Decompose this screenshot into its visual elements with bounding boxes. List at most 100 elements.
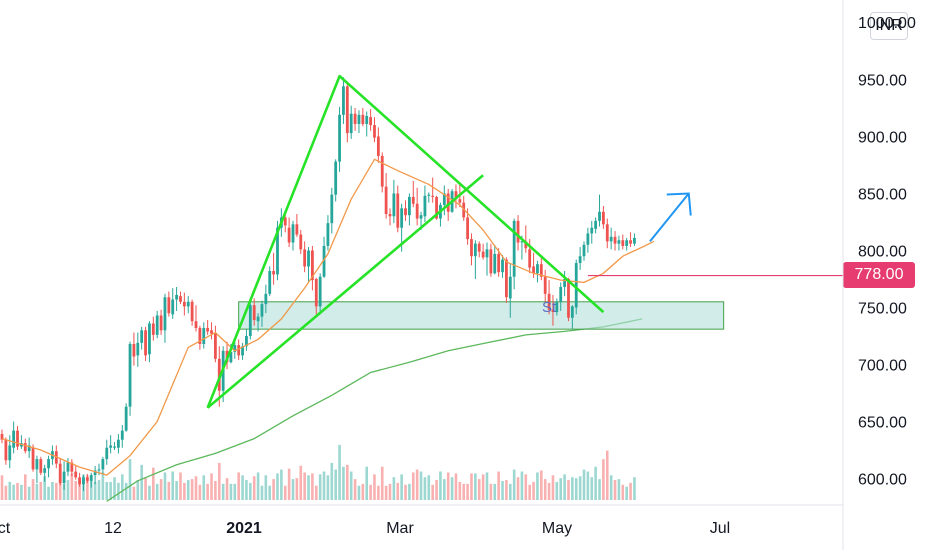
candle-body <box>578 256 582 264</box>
candle-body <box>248 305 252 336</box>
volume-bar <box>144 478 147 500</box>
candle-body <box>392 193 396 217</box>
volume-bar <box>113 477 116 500</box>
volume-bar <box>20 484 23 500</box>
volume-bar <box>540 470 543 500</box>
candlesticks <box>0 77 636 492</box>
candle-body <box>105 447 109 460</box>
candle-body <box>326 223 330 246</box>
volume-bar <box>411 472 415 500</box>
candle-body <box>330 194 334 224</box>
volume-bar <box>206 483 209 500</box>
candle-body <box>559 286 563 302</box>
volume-bar <box>365 466 369 500</box>
candle-body <box>493 253 497 274</box>
volume-bar <box>330 462 334 500</box>
candle-body <box>117 439 120 448</box>
candle-body <box>303 249 307 267</box>
volume-bar <box>605 450 609 500</box>
candle-body <box>182 301 186 307</box>
volume-bar <box>443 479 446 500</box>
candle-body <box>140 330 144 343</box>
volume-bar <box>505 480 508 500</box>
volume-bar <box>245 480 248 500</box>
candle-body <box>427 194 431 196</box>
candle-body <box>380 155 384 187</box>
candle-body <box>567 279 570 318</box>
volume-bar <box>392 477 396 500</box>
volume-bar <box>4 485 8 500</box>
candle-body <box>307 250 310 267</box>
x-tick-label: 12 <box>104 520 122 537</box>
volume-bar <box>117 482 120 500</box>
candle-body <box>353 113 357 124</box>
volume-bar <box>287 468 291 500</box>
candle-body <box>473 243 477 257</box>
volume-bar <box>419 471 423 500</box>
volume-bar <box>120 474 124 500</box>
volume-bar <box>361 483 365 500</box>
candle-body <box>458 199 462 203</box>
volume-bar <box>58 477 62 500</box>
candle-body <box>376 136 380 156</box>
y-tick-label: 850.00 <box>858 187 907 204</box>
volume-bar <box>202 475 206 500</box>
x-tick-label: May <box>542 520 572 537</box>
volume-bar <box>458 481 462 500</box>
candle-body <box>384 186 388 215</box>
candle-body <box>276 227 279 275</box>
currency-selector-button[interactable]: INR <box>870 12 908 40</box>
volume-bar <box>555 481 559 500</box>
volume-bar <box>225 478 229 500</box>
candle-body <box>477 243 481 252</box>
volume-bar <box>27 486 31 500</box>
candle-body <box>520 241 524 243</box>
moving-averages <box>106 318 643 502</box>
candle-body <box>594 220 598 229</box>
candle-body <box>563 279 566 287</box>
volume-bar <box>163 472 167 500</box>
volume-bar <box>249 482 252 500</box>
candle-body <box>357 114 361 124</box>
volume-bar <box>342 466 345 500</box>
volume-bars <box>0 444 636 500</box>
candle-body <box>210 330 213 334</box>
volume-bar <box>481 474 485 500</box>
candle-body <box>369 117 372 126</box>
candle-body <box>555 301 559 313</box>
y-tick-label: 750.00 <box>858 301 907 318</box>
volume-bar <box>470 473 473 500</box>
candle-body <box>89 475 93 481</box>
volume-bar <box>190 479 194 500</box>
trendline <box>206 174 484 409</box>
volume-bar <box>256 472 260 500</box>
volume-bar <box>373 474 376 500</box>
volume-bar <box>508 483 512 500</box>
current-price-label: 778.00 <box>843 262 915 288</box>
y-tick-label: 800.00 <box>858 244 907 261</box>
candle-body <box>39 459 43 473</box>
volume-bar <box>423 477 427 500</box>
candle-body <box>264 293 268 305</box>
volume-bar <box>70 473 74 500</box>
candle-body <box>338 114 341 162</box>
volume-bar <box>334 469 337 500</box>
candle-body <box>501 259 504 273</box>
volume-bar <box>186 480 190 500</box>
candle-body <box>404 208 407 216</box>
volume-bar <box>179 472 182 500</box>
volume-bar <box>408 483 411 500</box>
candle-body <box>66 462 70 472</box>
volume-bar <box>272 479 275 500</box>
candle-body <box>202 328 206 344</box>
candle-body <box>186 301 190 307</box>
candle-body <box>167 297 171 314</box>
volume-bar <box>62 483 66 500</box>
y-tick-label: 900.00 <box>858 130 907 147</box>
volume-bar <box>51 481 54 500</box>
volume-bar <box>198 484 202 500</box>
candle-body <box>574 263 578 308</box>
volume-bar <box>260 485 264 500</box>
volume-bar <box>155 483 159 500</box>
